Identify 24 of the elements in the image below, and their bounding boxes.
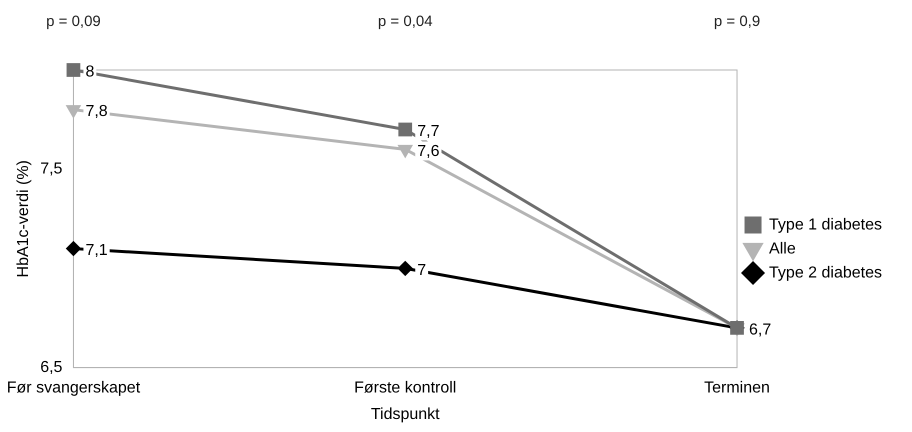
data-label: 7,8 — [85, 103, 108, 120]
x-axis-title: Tidspunkt — [370, 406, 440, 423]
text: p = 0,04 — [378, 13, 433, 30]
x-tick-label: Første kontroll — [354, 380, 456, 397]
legend-label: Type 1 diabetes — [769, 216, 882, 234]
x-tick-label: Før svangerskapet — [6, 380, 141, 397]
legend-label: Alle — [769, 240, 796, 258]
point — [66, 241, 81, 256]
y-tick-label: 7,5 — [40, 160, 63, 178]
x-tick-label: Terminen — [704, 380, 770, 397]
data-label: 7,1 — [85, 242, 108, 259]
data-label: 6,7 — [749, 321, 772, 338]
text: p = 0,09 — [46, 13, 101, 30]
point — [66, 63, 80, 77]
y-tick-label: 6,5 — [40, 359, 63, 376]
y-axis-title: HbA1c-verdi (%) — [15, 160, 32, 278]
data-label: 7,7 — [417, 122, 440, 140]
data-label: 7 — [417, 262, 426, 279]
point — [398, 260, 413, 276]
data-label: 7,6 — [417, 142, 440, 160]
data-label: 8 — [85, 63, 94, 80]
point — [398, 122, 412, 136]
legend-label: Type 2 diabetes — [769, 264, 882, 282]
text: p = 0,9 — [714, 13, 760, 30]
